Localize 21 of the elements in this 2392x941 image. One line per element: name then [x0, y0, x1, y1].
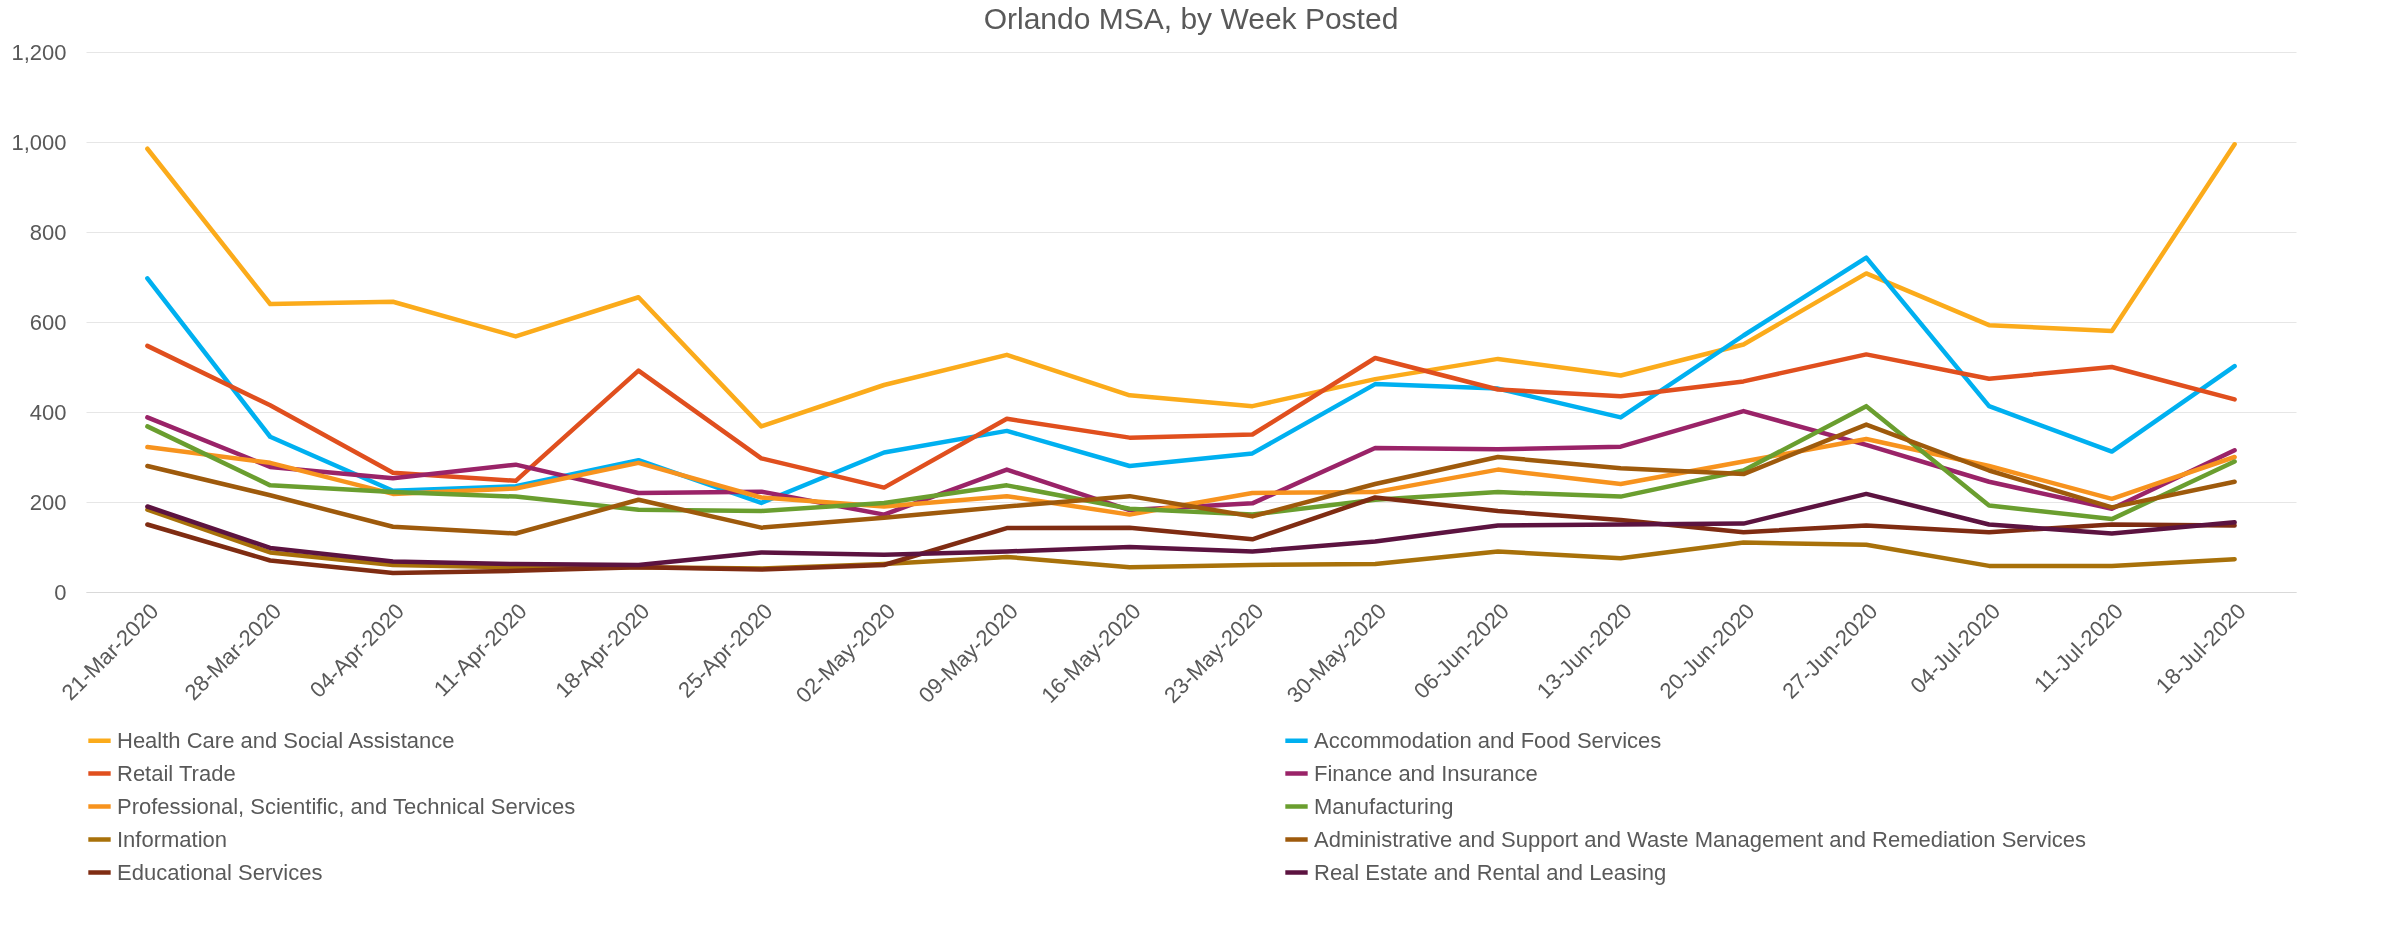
chart-title: Orlando MSA, by Week Posted [983, 2, 1399, 35]
legend-label: Finance and Insurance [1314, 760, 1538, 786]
y-tick-label: 800 [29, 219, 67, 245]
y-tick-label: 0 [54, 579, 67, 605]
y-tick-label: 1,200 [11, 39, 67, 65]
legend-label: Health Care and Social Assistance [117, 727, 455, 753]
line-series [145, 422, 2237, 536]
legend-label: Information [117, 826, 228, 852]
legend-label: Retail Trade [117, 760, 236, 786]
legend-label: Educational Services [117, 859, 323, 885]
legend-label: Administrative and Support and Waste Management and Remediation Services [1314, 826, 2087, 852]
y-tick-label: 400 [29, 399, 67, 425]
line-series [145, 343, 2237, 490]
legend-label: Real Estate and Rental and Leasing [1314, 859, 1667, 885]
legend-label: Manufacturing [1314, 793, 1454, 819]
y-tick-label: 200 [29, 489, 67, 515]
y-tick-label: 1,000 [11, 129, 67, 155]
line-series [145, 142, 2237, 429]
legend-label: Professional, Scientific, and Technical Services [117, 793, 576, 819]
y-tick-label: 600 [29, 309, 67, 335]
legend-label: Accommodation and Food Services [1314, 727, 1662, 753]
